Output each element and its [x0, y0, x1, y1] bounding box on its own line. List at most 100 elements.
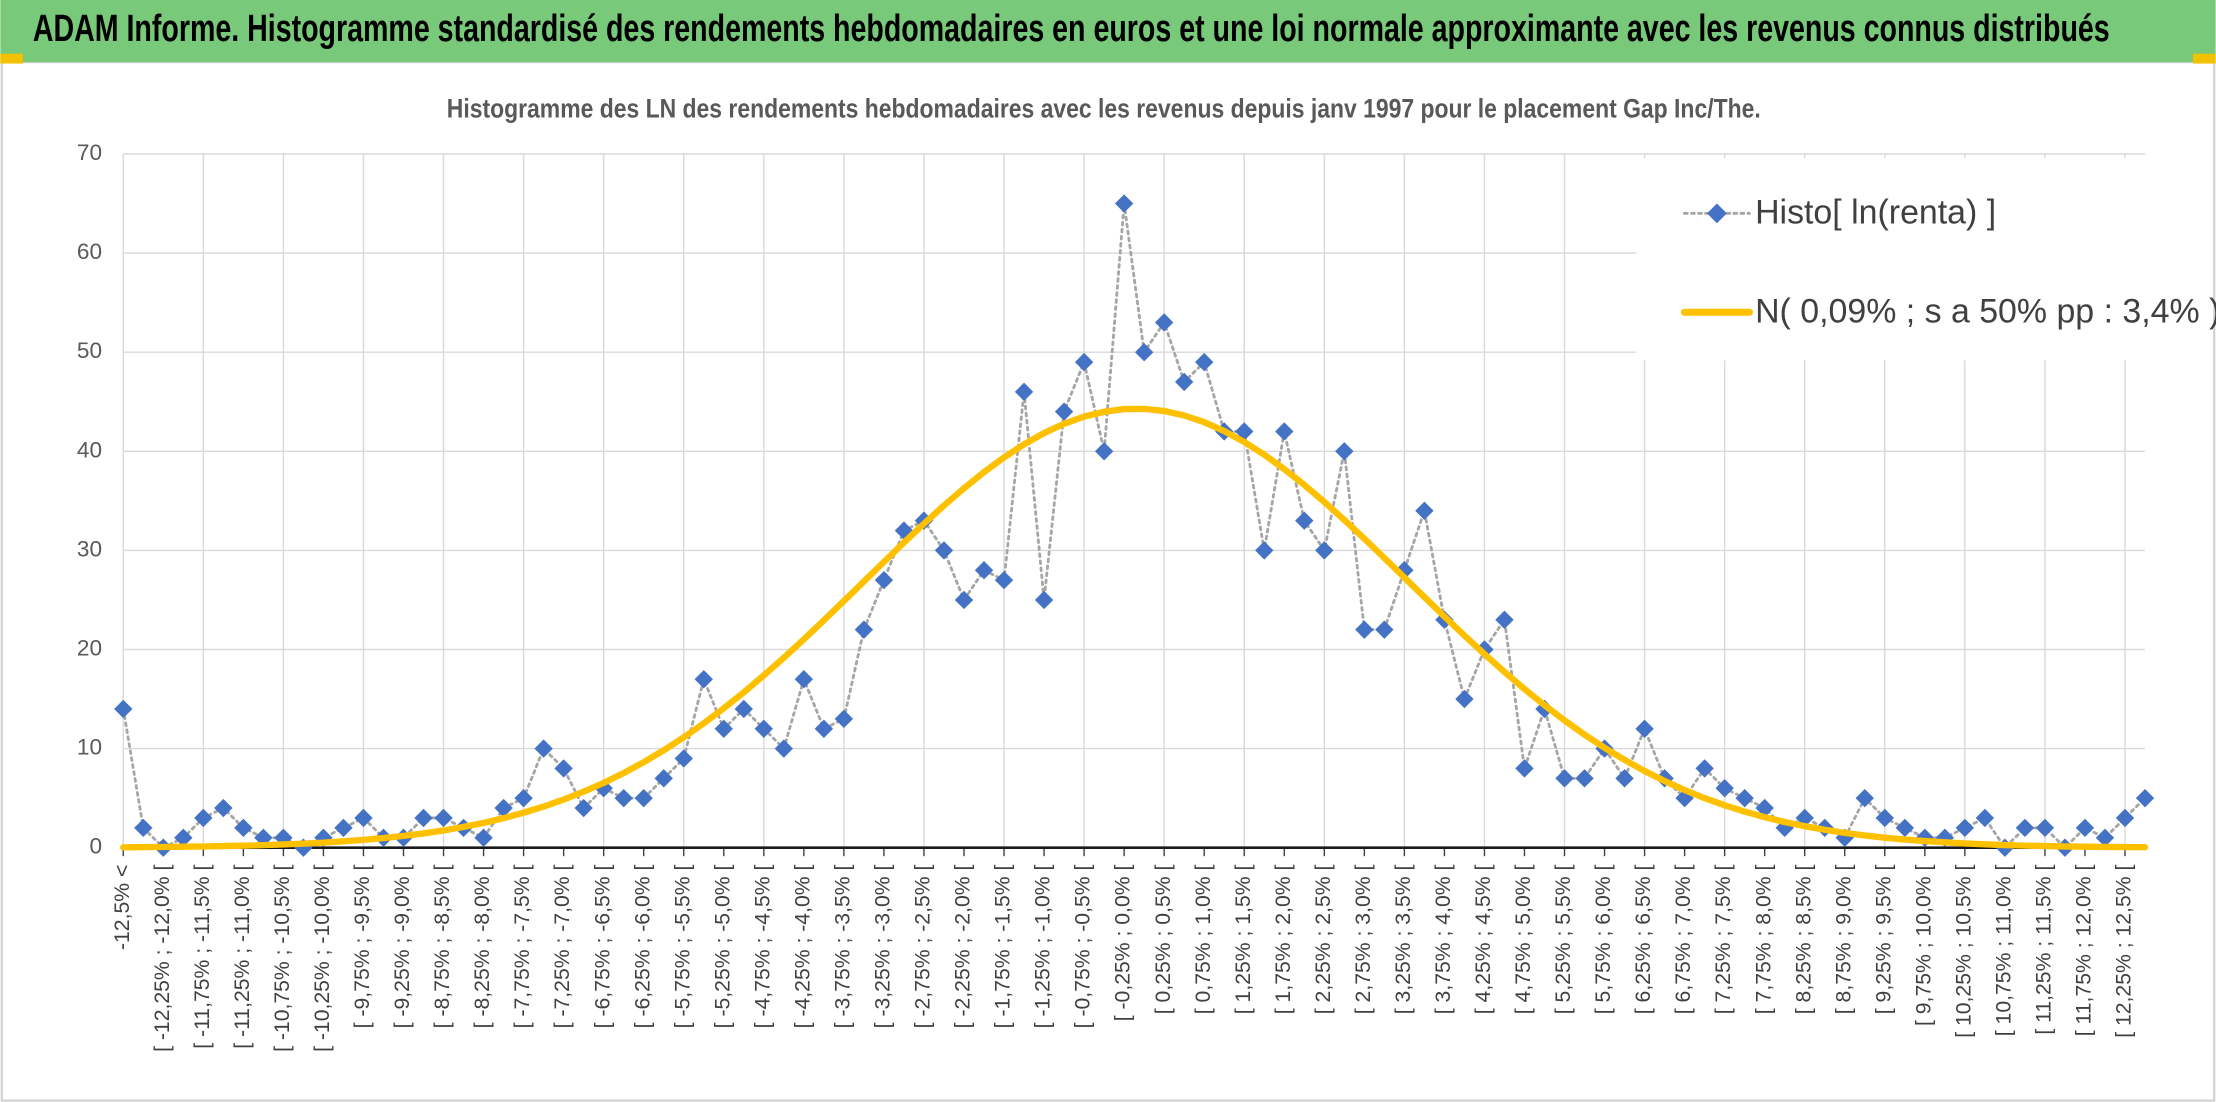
chart-subtitle: Histogramme des LN des rendements hebdom…	[447, 93, 1761, 123]
marker-diamond	[1195, 352, 1214, 372]
title-bar-corner	[2193, 53, 2216, 64]
legend: Histo[ ln(renta) ] N( 0,09% ; s a 50% pp …	[1636, 158, 2216, 361]
x-tick-label: [ 4,75% ; 5,0% [	[1512, 865, 1535, 1015]
title-bar-corner	[0, 53, 23, 64]
x-tick-label: [ 0,75% ; 1,0% [	[1192, 865, 1215, 1015]
series-line	[120, 405, 2149, 851]
x-tick-label: [ 2,25% ; 2,5% [	[1312, 865, 1335, 1015]
x-tick-label: [ 2,75% ; 3,0% [	[1352, 865, 1375, 1015]
legend-label: Histo[ ln(renta) ]	[1755, 194, 1996, 232]
x-tick-label: [ 12,25% ; 12,5% [	[2113, 865, 2136, 1038]
marker-diamond	[434, 808, 453, 828]
marker-diamond	[934, 541, 954, 560]
marker-diamond	[1735, 788, 1754, 808]
marker-diamond	[1635, 719, 1654, 738]
marker-diamond	[774, 739, 794, 758]
marker-diamond	[1575, 769, 1594, 788]
x-tick-label: [ -5,75% ; -5,5% [	[671, 865, 694, 1029]
y-tick-label: 60	[77, 239, 102, 264]
marker-diamond	[554, 759, 573, 778]
y-tick-label: 30	[77, 536, 102, 561]
x-tick-label: [ 9,75% ; 10,0% [	[1912, 865, 1935, 1026]
marker-diamond	[1855, 788, 1874, 808]
marker-diamond	[634, 788, 653, 808]
x-tick-label: [ -8,75% ; -8,5% [	[431, 865, 454, 1029]
y-tick-label: 70	[77, 140, 102, 165]
marker-diamond	[874, 570, 894, 590]
marker-diamond	[1094, 442, 1114, 461]
x-tick-label: -12,5% <	[111, 865, 134, 950]
x-tick-label: [ -4,25% ; -4,0% [	[791, 865, 814, 1029]
marker-diamond	[1054, 402, 1074, 421]
marker-diamond	[1154, 313, 1174, 332]
marker-diamond	[2015, 818, 2035, 838]
x-tick-label: [ 1,25% ; 1,5% [	[1232, 865, 1255, 1015]
x-tick-label: [ -1,25% ; -1,0% [	[1032, 865, 1055, 1029]
marker-diamond	[1895, 818, 1914, 838]
marker-diamond	[474, 828, 493, 847]
x-tick-label: [ -0,75% ; -0,5% [	[1072, 865, 1095, 1029]
marker-diamond	[334, 818, 353, 838]
x-tick-label: [ -10,25% ; -10,0% [	[311, 865, 334, 1052]
marker-diamond	[234, 818, 253, 838]
marker-diamond	[714, 719, 733, 738]
x-tick-label: [ -1,75% ; -1,5% [	[992, 865, 1015, 1029]
x-tick-label: [ -11,75% ; -11,5% [	[191, 865, 214, 1049]
x-tick-label: [ 5,75% ; 6,0% [	[1592, 865, 1615, 1015]
marker-diamond	[1615, 769, 1634, 788]
x-tick-label: [ -3,25% ; -3,0% [	[872, 865, 895, 1029]
marker-diamond	[814, 719, 834, 738]
x-tick-label: [ -7,75% ; -7,5% [	[511, 865, 534, 1029]
y-tick-label: 40	[77, 437, 102, 462]
y-tick-label: 20	[77, 635, 102, 660]
marker-diamond	[1134, 343, 1154, 362]
x-tick-label: [ 3,75% ; 4,0% [	[1432, 865, 1455, 1015]
marker-diamond	[974, 561, 994, 580]
x-tick-label: [ -7,25% ; -7,0% [	[551, 865, 574, 1029]
x-tick-label: [ 9,25% ; 9,5% [	[1872, 865, 1895, 1015]
legend-label: N( 0,09% ; s a 50% pp : 3,4% )	[1755, 293, 2216, 331]
marker-diamond	[574, 798, 593, 818]
x-tick-label: [ -2,25% ; -2,0% [	[952, 865, 975, 1029]
marker-diamond	[994, 570, 1014, 590]
x-tick-label: [ -4,75% ; -4,5% [	[751, 865, 774, 1029]
marker-diamond	[494, 798, 513, 818]
marker-diamond	[1174, 372, 1194, 392]
marker-diamond	[1014, 382, 1034, 402]
chart-title: ADAM Informe. Histogramme standardisé de…	[33, 7, 2110, 50]
marker-diamond	[1335, 442, 1354, 461]
x-tick-label: [ 6,25% ; 6,5% [	[1632, 865, 1655, 1015]
x-tick-label: [ -8,25% ; -8,0% [	[471, 865, 494, 1029]
x-tick-label: [ 10,75% ; 11,0% [	[1992, 865, 2015, 1037]
marker-diamond	[654, 769, 673, 788]
x-tick-label: [ 7,25% ; 7,5% [	[1712, 865, 1735, 1015]
x-tick-label: [ 11,25% ; 11,5% [	[2033, 865, 2056, 1035]
marker-diamond	[854, 620, 874, 639]
marker-diamond	[1315, 541, 1334, 560]
marker-diamond	[1275, 422, 1294, 441]
x-tick-label: [ 7,75% ; 8,0% [	[1752, 865, 1775, 1015]
marker-diamond	[734, 699, 753, 719]
marker-diamond	[1455, 689, 1474, 709]
x-tick-label: [ -6,25% ; -6,0% [	[631, 865, 654, 1029]
marker-diamond	[114, 699, 133, 719]
marker-diamond	[2115, 808, 2135, 828]
marker-diamond	[2075, 818, 2095, 838]
marker-diamond	[1114, 194, 1134, 213]
marker-diamond	[754, 719, 774, 738]
marker-diamond	[794, 670, 814, 689]
marker-diamond	[1295, 511, 1314, 530]
marker-diamond	[954, 590, 974, 610]
marker-diamond	[1415, 501, 1434, 520]
x-tick-label: [ 8,75% ; 9,0% [	[1832, 865, 1855, 1015]
marker-diamond	[134, 818, 153, 838]
x-tick-label: [ -6,75% ; -6,5% [	[591, 865, 614, 1029]
x-tick-label: [ -9,25% ; -9,0% [	[391, 865, 414, 1029]
x-tick-label: [ 10,25% ; 10,5% [	[1952, 865, 1975, 1038]
title-bar	[0, 0, 2216, 63]
legend-box	[1636, 158, 2148, 361]
x-tick-label: [ -10,75% ; -10,5% [	[271, 865, 294, 1052]
marker-diamond	[694, 670, 713, 689]
marker-diamond	[194, 808, 213, 828]
